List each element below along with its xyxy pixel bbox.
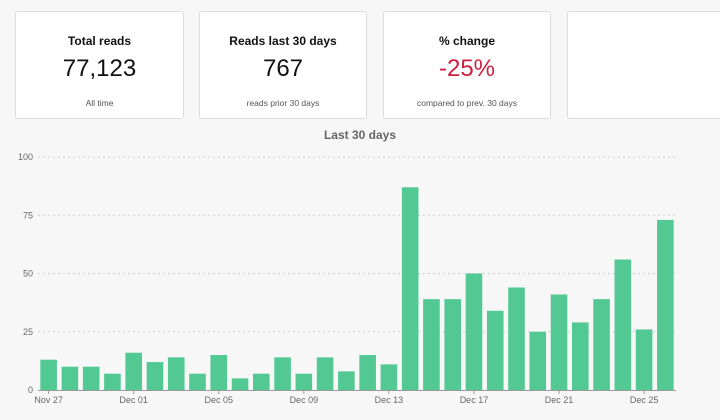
bar (40, 359, 57, 390)
bar (82, 366, 100, 390)
bar (508, 287, 525, 390)
x-tick-label: Dec 17 (460, 395, 489, 405)
bar (614, 259, 632, 390)
y-tick-label: 75 (23, 210, 33, 220)
bar (104, 373, 121, 390)
bar (657, 219, 674, 390)
x-tick-label: Dec 09 (290, 395, 319, 405)
x-tick-label: Dec 21 (545, 395, 574, 405)
bar (550, 294, 568, 390)
stat-value: 767 (262, 55, 304, 82)
stat-subtitle: reads prior 30 days (246, 98, 320, 108)
bar (465, 273, 483, 390)
bar (572, 322, 589, 390)
bar (338, 371, 355, 390)
stat-card-total-reads: Total reads 77,123 All time (15, 11, 184, 119)
bar (125, 352, 142, 390)
x-tick-label: Dec 01 (119, 395, 148, 405)
bar (529, 331, 547, 390)
bar (635, 329, 653, 390)
bar (274, 357, 291, 390)
x-tick-label: Dec 13 (375, 395, 404, 405)
stat-title: Total reads (67, 34, 132, 48)
bar (167, 357, 185, 390)
bar (231, 378, 249, 390)
bar (146, 362, 164, 390)
bar (423, 299, 440, 390)
stat-card-reads-last-30-days: Reads last 30 days 767 reads prior 30 da… (199, 11, 367, 119)
y-tick-label: 25 (23, 327, 33, 337)
bar (401, 187, 419, 390)
bar (380, 364, 398, 390)
x-tick-label: Dec 05 (205, 395, 234, 405)
bar (359, 355, 376, 390)
stat-value: -25% (438, 55, 496, 82)
bar (210, 355, 228, 390)
bar (316, 357, 334, 390)
stat-title: Reads last 30 days (229, 34, 337, 48)
stat-subtitle: All time (85, 98, 114, 108)
bar (444, 299, 461, 390)
bar (189, 373, 206, 390)
bar (61, 366, 79, 390)
bar (486, 310, 504, 390)
bar (593, 299, 610, 390)
stat-subtitle: compared to prev. 30 days (416, 98, 517, 108)
stat-title: % change (438, 34, 495, 48)
chart-title: Last 30 days (323, 128, 397, 142)
bar (295, 373, 313, 390)
stat-card-percent-change: % change -25% compared to prev. 30 days (383, 11, 551, 119)
stat-value: 77,123 (62, 55, 137, 82)
x-tick-label: Nov 27 (34, 395, 63, 405)
y-tick-label: 50 (23, 269, 33, 279)
y-tick-label: 0 (28, 385, 33, 395)
bar (253, 373, 270, 390)
y-tick-label: 100 (18, 152, 33, 162)
stat-card-empty (567, 11, 720, 119)
x-tick-label: Dec 25 (630, 395, 659, 405)
